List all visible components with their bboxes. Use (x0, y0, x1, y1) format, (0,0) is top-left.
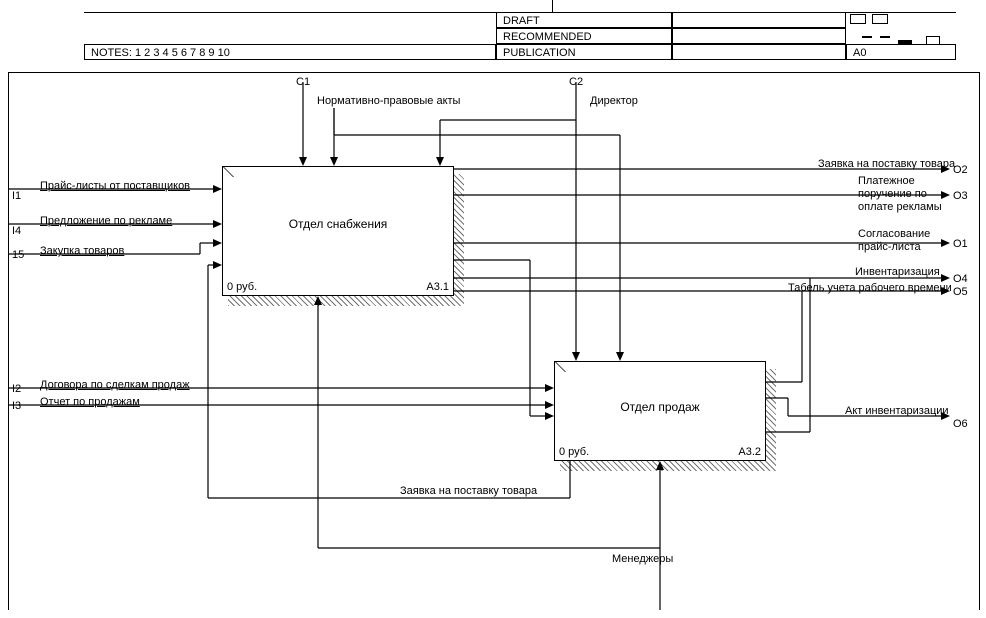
input-id-i1: I1 (12, 190, 21, 203)
input-id-i3: I3 (12, 400, 21, 413)
input-id-i2: I2 (12, 383, 21, 396)
activity-box-a31: Отдел снабжения 0 руб. A3.1 (222, 166, 454, 296)
arrows-layer (0, 0, 986, 618)
output-text-o1: Согласованиепрайс-листа (858, 228, 948, 254)
box-title-a31: Отдел снабжения (223, 217, 453, 231)
box-code-a31: A3.1 (426, 281, 449, 293)
box-notch-a32 (555, 362, 565, 372)
input-text-i1: Прайс-листы от поставщиков (40, 180, 190, 193)
box-title-a32: Отдел продаж (555, 400, 765, 414)
output-text-o6: Акт инвентаризации (845, 405, 949, 418)
output-text-o2: Заявка на поставку товара (818, 158, 955, 171)
output-text-o5: Табель учета рабочего времени (788, 282, 952, 295)
control-id-c1: C1 (296, 76, 310, 89)
box-code-a32: A3.2 (738, 446, 761, 458)
output-id-o4: O4 (953, 273, 968, 286)
feedback-label: Заявка на поставку товара (400, 485, 537, 498)
box-cost-a31: 0 руб. (227, 281, 257, 293)
input-text-i3: Отчет по продажам (40, 396, 140, 409)
diagram-stage: DRAFT RECOMMENDED PUBLICATION NOTES: 1 2… (0, 0, 986, 618)
box-cost-a32: 0 руб. (559, 446, 589, 458)
output-id-o5: O5 (953, 286, 968, 299)
input-text-i2: Договора по сделкам продаж (40, 379, 190, 392)
input-id-i5: 15 (12, 249, 24, 262)
input-text-i5: Закупка товаров (40, 245, 124, 258)
output-id-o1: O1 (953, 238, 968, 251)
control-id-c2: C2 (569, 76, 583, 89)
output-text-o4: Инвентаризация (855, 266, 940, 279)
activity-box-a32: Отдел продаж 0 руб. A3.2 (554, 361, 766, 461)
input-text-i4: Предложение по рекламе (40, 215, 172, 228)
output-text-o3: Платежноепоручение пооплате рекламы (858, 175, 948, 215)
control-text-c1: Нормативно-правовые акты (317, 95, 460, 108)
control-text-c2: Директор (590, 95, 638, 108)
output-id-o6: O6 (953, 418, 968, 431)
mechanism-text: Менеджеры (612, 553, 673, 566)
output-id-o3: O3 (953, 190, 968, 203)
input-id-i4: I4 (12, 225, 21, 238)
box-notch-a31 (223, 167, 233, 177)
output-id-o2: O2 (953, 164, 968, 177)
